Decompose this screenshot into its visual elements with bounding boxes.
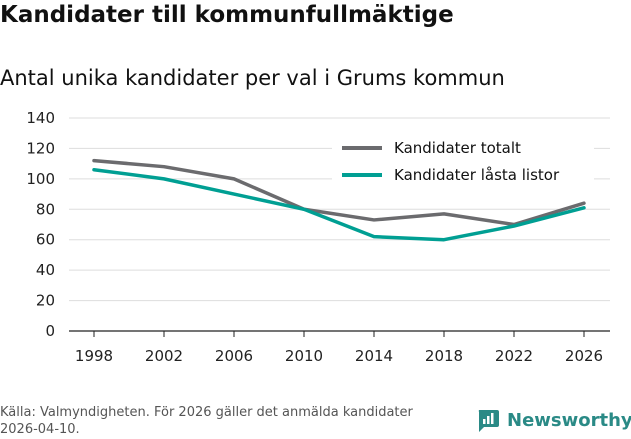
- y-tick-label: 40: [36, 261, 55, 279]
- y-tick-label: 80: [36, 200, 55, 218]
- source-note: Källa: Valmyndigheten. För 2026 gäller d…: [0, 405, 413, 437]
- legend-label: Kandidater totalt: [394, 139, 521, 157]
- y-tick-label: 60: [36, 231, 55, 249]
- series-line-1: [92, 158, 586, 227]
- y-tick-label: 140: [26, 109, 55, 127]
- x-tick-label: 2006: [215, 347, 253, 365]
- x-tick-label: 2026: [565, 347, 603, 365]
- brand-name: Newsworthy: [507, 409, 631, 431]
- x-tick-label: 2022: [495, 347, 533, 365]
- legend-background: [332, 130, 594, 188]
- newsworthy-logo-icon: [478, 410, 499, 432]
- chart-subtitle: Antal unika kandidater per val i Grums k…: [0, 66, 505, 90]
- y-tick-label: 20: [36, 292, 55, 310]
- brand-logo: Newsworthy: [476, 408, 631, 432]
- x-tick-label: 2018: [425, 347, 463, 365]
- y-tick-label: 120: [26, 139, 55, 157]
- series-line-2: [92, 167, 586, 242]
- line-chart: 0 20 40 60 80 100 120 140 1998 2002 2006 2010 2014 20…: [26, 109, 610, 365]
- x-tick-label: 2014: [355, 347, 393, 365]
- y-tick-label: 0: [45, 322, 55, 340]
- chart-title: Kandidater till kommunfullmäktige: [0, 2, 454, 28]
- y-tick-label: 100: [26, 170, 55, 188]
- x-tick-label: 1998: [75, 347, 113, 365]
- x-tick-label: 2010: [285, 347, 323, 365]
- x-tick-label: 2002: [145, 347, 183, 365]
- legend-label: Kandidater låsta listor: [394, 166, 560, 184]
